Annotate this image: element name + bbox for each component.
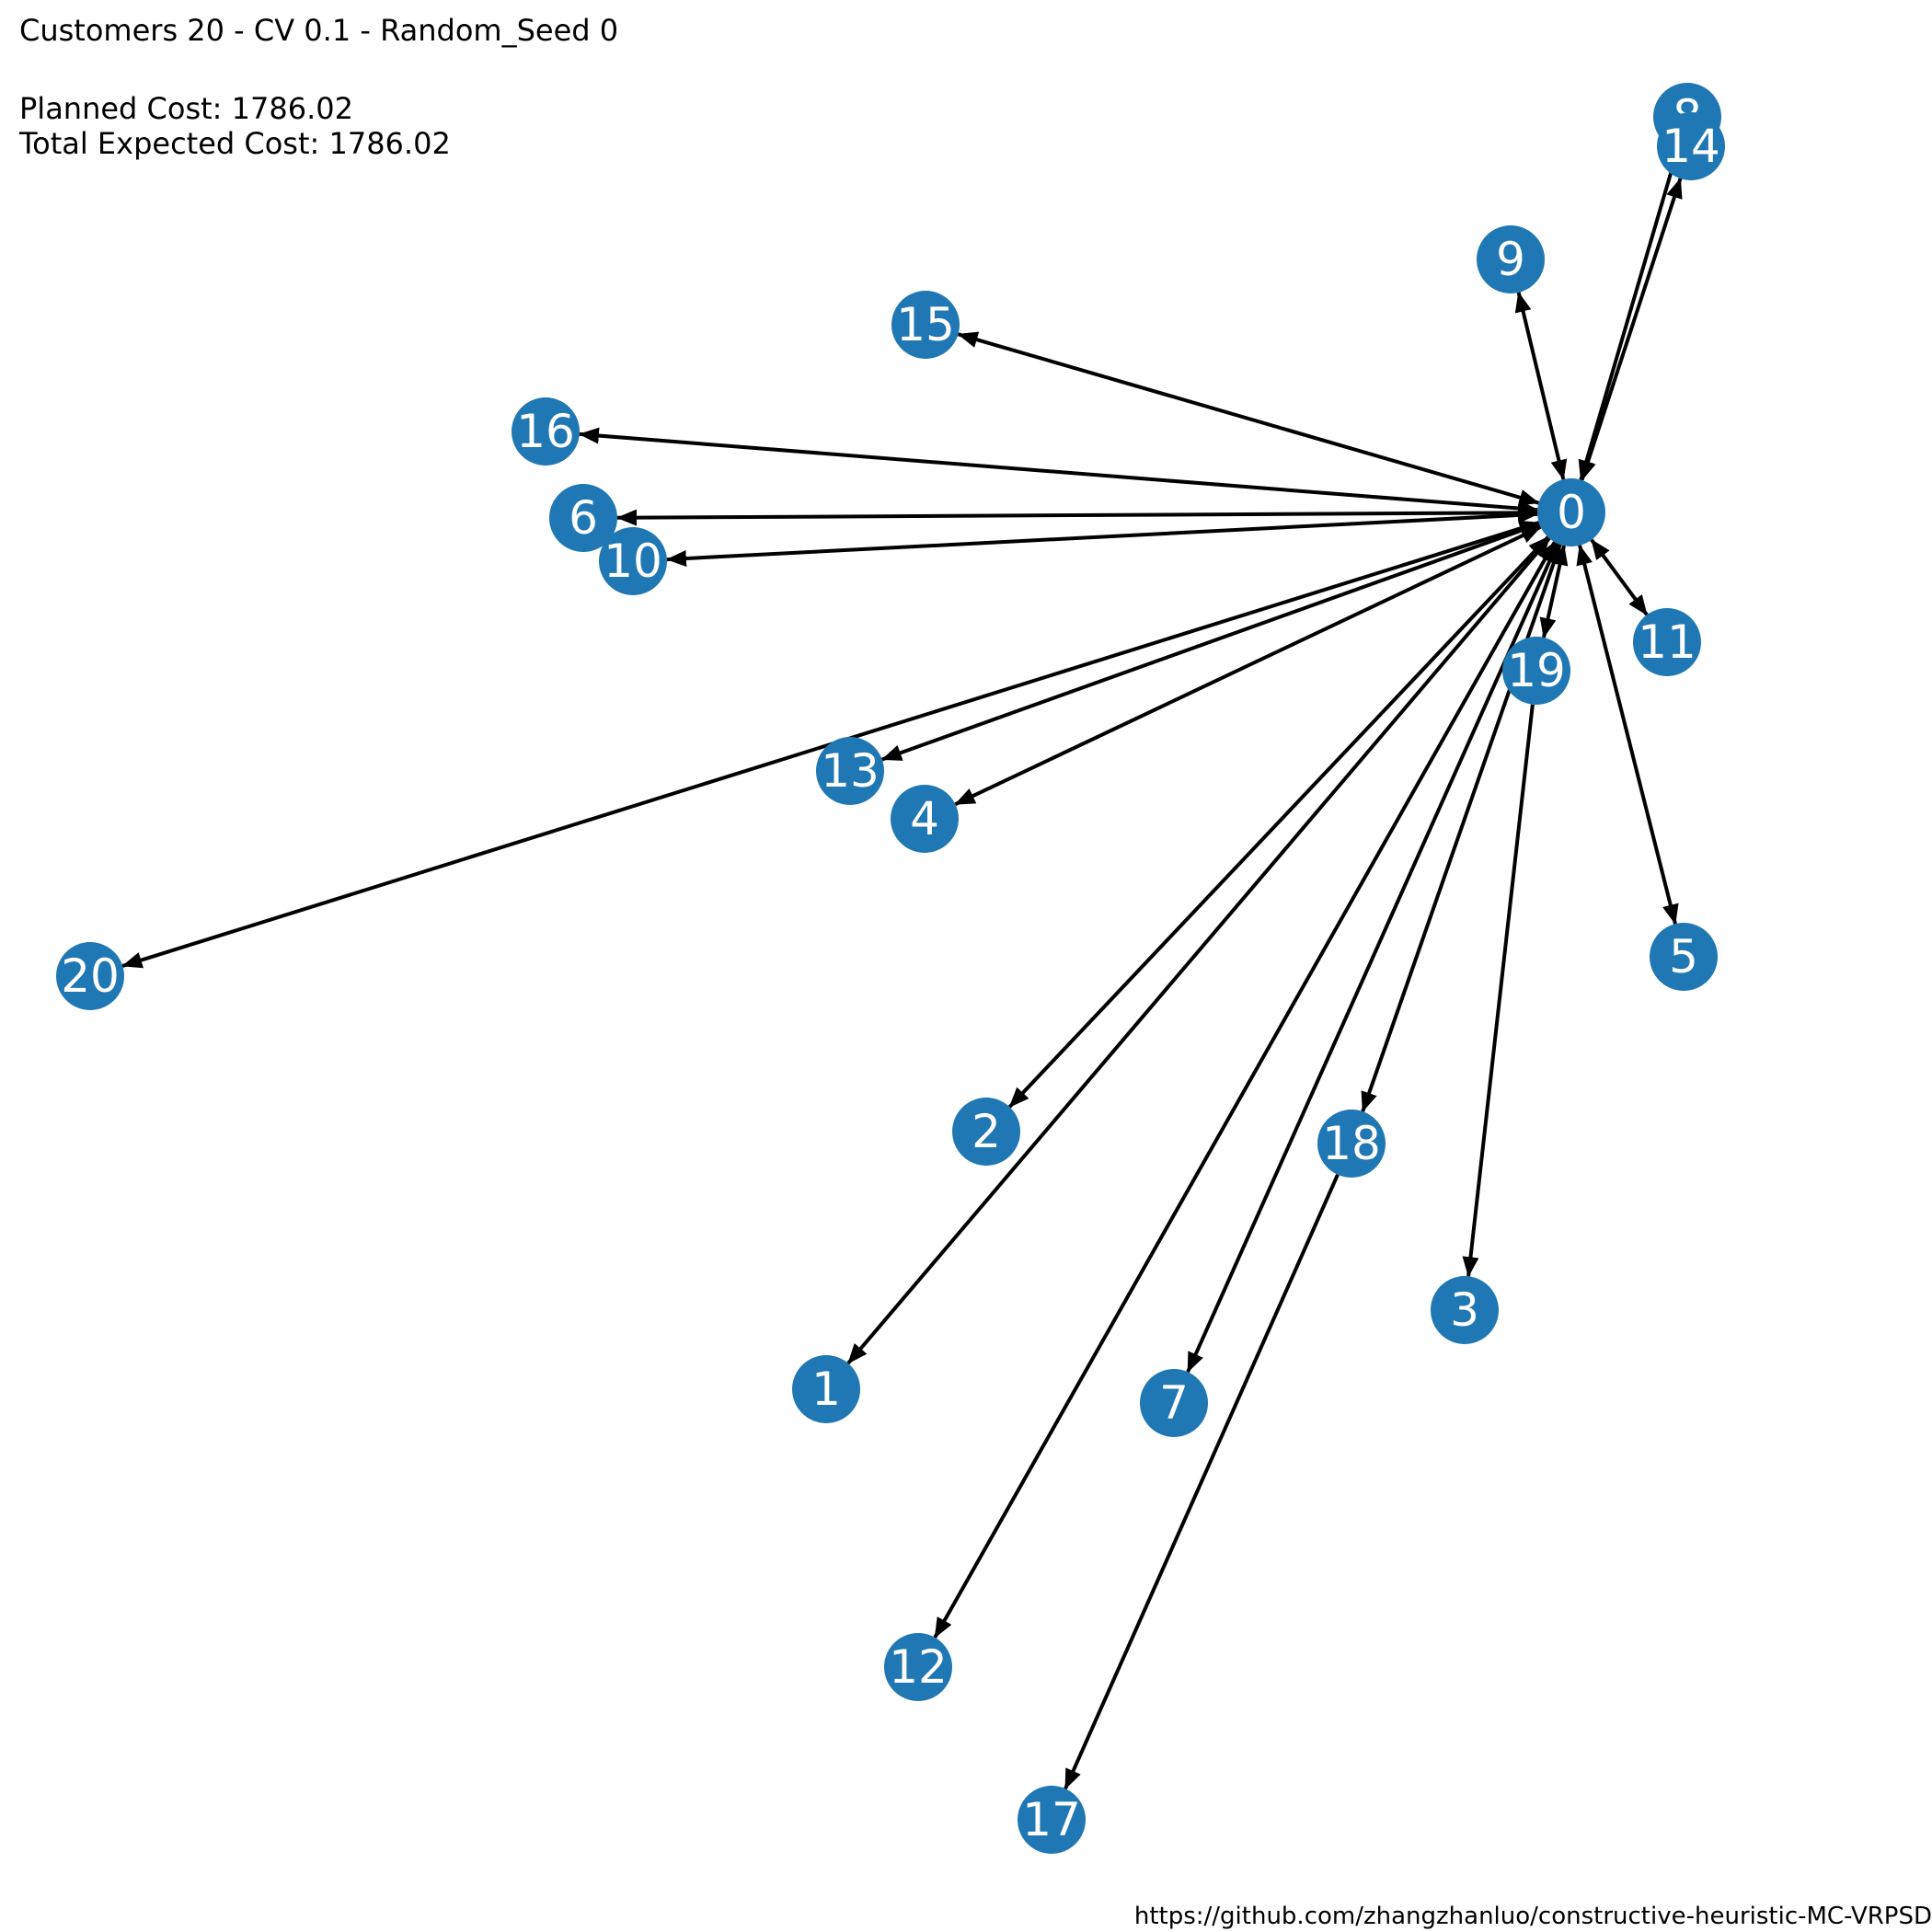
node-2: 2	[952, 1098, 1020, 1166]
node-circle	[1502, 637, 1570, 705]
node-circle	[1317, 1110, 1386, 1178]
node-14: 14	[1657, 112, 1725, 180]
node-3: 3	[1431, 1276, 1499, 1344]
node-circle	[1633, 608, 1701, 676]
chart-title: Customers 20 - CV 0.1 - Random_Seed 0	[19, 13, 619, 48]
edge-0-4	[954, 525, 1542, 806]
node-13: 13	[816, 737, 884, 805]
node-circle	[891, 291, 960, 359]
edge-0-13	[880, 522, 1541, 762]
node-label: 19	[1507, 644, 1566, 697]
edge-0-15	[957, 331, 1540, 506]
node-1: 1	[792, 1355, 860, 1423]
node-circle	[1140, 1369, 1208, 1437]
node-10: 10	[599, 527, 667, 595]
edge-0-2	[1007, 535, 1550, 1109]
node-4: 4	[891, 785, 959, 853]
edge-8-0	[1578, 148, 1680, 481]
node-label: 10	[604, 535, 662, 588]
node-label: 11	[1638, 615, 1696, 669]
node-label: 0	[1557, 486, 1586, 539]
node-circle	[891, 785, 959, 853]
node-19: 19	[1502, 637, 1570, 705]
node-label: 1	[811, 1363, 841, 1416]
node-15: 15	[891, 291, 960, 359]
edge-19-3	[1462, 704, 1535, 1278]
source-url: https://github.com/zhangzhanluo/construc…	[1133, 1903, 1932, 1930]
edge-0-19	[1539, 545, 1569, 638]
planned-cost-label: Planned Cost: 1786.02	[19, 91, 353, 126]
node-label: 6	[569, 491, 598, 545]
node-circle	[1537, 478, 1605, 546]
edge-0-16	[578, 427, 1539, 517]
node-label: 17	[1022, 1793, 1081, 1846]
node-6: 6	[549, 484, 617, 552]
node-label: 7	[1159, 1376, 1189, 1430]
total-expected-cost-label: Total Expected Cost: 1786.02	[19, 126, 451, 161]
edge-0-6	[615, 504, 1539, 526]
node-label: 9	[1496, 233, 1525, 286]
node-17: 17	[1018, 1786, 1086, 1854]
edges-layer	[121, 148, 1683, 1790]
edge-0-11	[1590, 538, 1649, 616]
node-16: 16	[512, 397, 580, 466]
nodes-layer: 01234567891011121314151617181920	[56, 83, 1725, 1854]
node-circle	[1477, 225, 1545, 293]
edge-0-5	[1576, 544, 1679, 926]
node-20: 20	[56, 942, 124, 1010]
node-circle	[512, 397, 580, 466]
node-12: 12	[884, 1633, 952, 1701]
edge-18-17	[1064, 1174, 1340, 1790]
node-label: 2	[972, 1105, 1001, 1158]
node-circle	[884, 1633, 952, 1701]
node-label: 20	[61, 949, 120, 1003]
node-label: 4	[910, 792, 939, 845]
node-label: 15	[896, 298, 955, 351]
node-label: 12	[889, 1640, 948, 1694]
node-circle	[816, 737, 884, 805]
node-label: 14	[1662, 120, 1720, 173]
edge-0-9	[1514, 292, 1568, 480]
node-circle	[1657, 112, 1725, 180]
node-label: 5	[1669, 930, 1698, 983]
node-5: 5	[1650, 923, 1718, 991]
node-circle	[1018, 1786, 1086, 1854]
edge-0-10	[665, 507, 1539, 567]
node-label: 13	[821, 744, 880, 798]
node-circle	[56, 942, 124, 1010]
node-circle	[549, 484, 617, 552]
node-circle	[599, 527, 667, 595]
node-9: 9	[1477, 225, 1545, 293]
node-0: 0	[1537, 478, 1605, 546]
node-circle	[1431, 1276, 1499, 1344]
node-label: 3	[1450, 1283, 1479, 1337]
node-circle	[1650, 923, 1718, 991]
node-label: 18	[1322, 1117, 1381, 1170]
node-7: 7	[1140, 1369, 1208, 1437]
node-11: 11	[1633, 608, 1701, 676]
node-18: 18	[1317, 1110, 1386, 1178]
node-circle	[792, 1355, 860, 1423]
node-circle	[952, 1098, 1020, 1166]
edge-0-14	[1580, 178, 1683, 481]
edge-0-1	[846, 536, 1551, 1365]
node-label: 16	[516, 405, 575, 458]
